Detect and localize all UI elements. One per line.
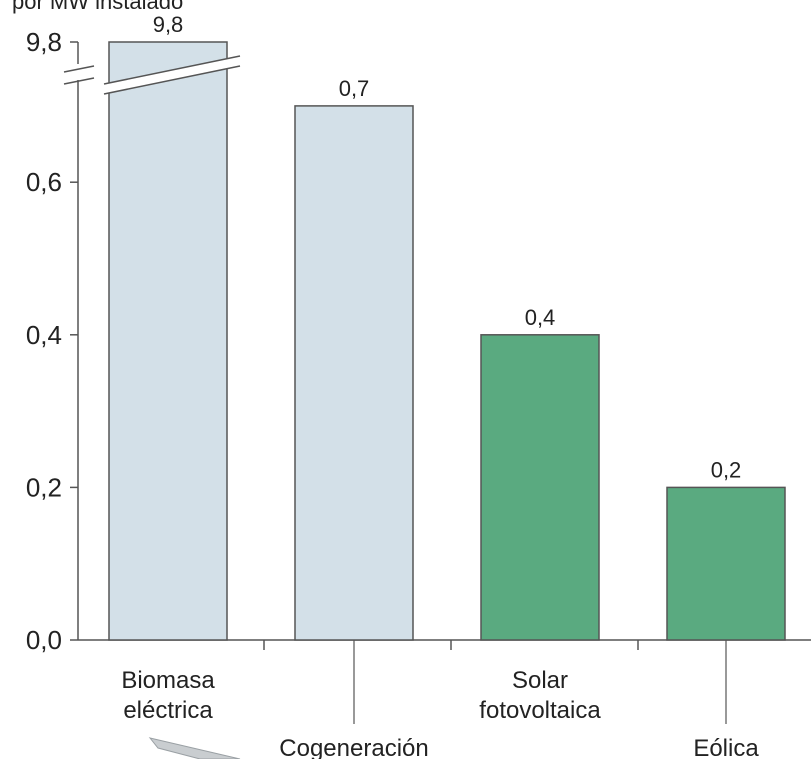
x-category-label: Solar [512, 667, 568, 694]
x-category-label: Biomasa [121, 667, 215, 694]
y-axis-title: por MW instalado [12, 0, 183, 14]
data-label: 0,2 [711, 457, 742, 482]
y-tick-label: 0,6 [26, 167, 62, 197]
bar-break-mark [103, 55, 241, 95]
bar [294, 105, 414, 641]
y-tick-label: 0,0 [26, 625, 62, 655]
y-axis-break-mark [63, 65, 95, 85]
x-category-label: Cogeneración [279, 735, 428, 759]
y-tick-label: 0,4 [26, 320, 62, 350]
bar [666, 486, 786, 641]
pointer-shape [148, 737, 241, 759]
data-label: 0,4 [525, 305, 556, 330]
y-tick-label-break: 9,8 [26, 27, 62, 57]
y-tick-label: 0,2 [26, 472, 62, 502]
x-category-label: fotovoltaica [479, 697, 601, 724]
bar [480, 334, 600, 641]
data-label: 9,8 [153, 12, 184, 37]
data-label: 0,7 [339, 76, 370, 101]
x-category-label: Eólica [693, 735, 759, 759]
x-category-label: eléctrica [123, 697, 213, 724]
bar [108, 41, 228, 641]
